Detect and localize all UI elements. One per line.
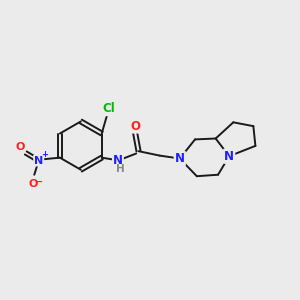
Text: N: N — [224, 150, 234, 163]
Text: N: N — [175, 152, 185, 165]
Text: −: − — [35, 177, 43, 187]
Text: +: + — [41, 150, 48, 159]
Text: O: O — [130, 120, 140, 133]
Text: H: H — [116, 164, 125, 174]
Text: N: N — [224, 150, 234, 163]
Text: O: O — [15, 142, 25, 152]
Text: N: N — [175, 152, 185, 165]
Text: O: O — [28, 178, 38, 189]
Text: Cl: Cl — [102, 102, 115, 115]
Text: N: N — [113, 154, 123, 167]
Text: N: N — [34, 156, 43, 166]
